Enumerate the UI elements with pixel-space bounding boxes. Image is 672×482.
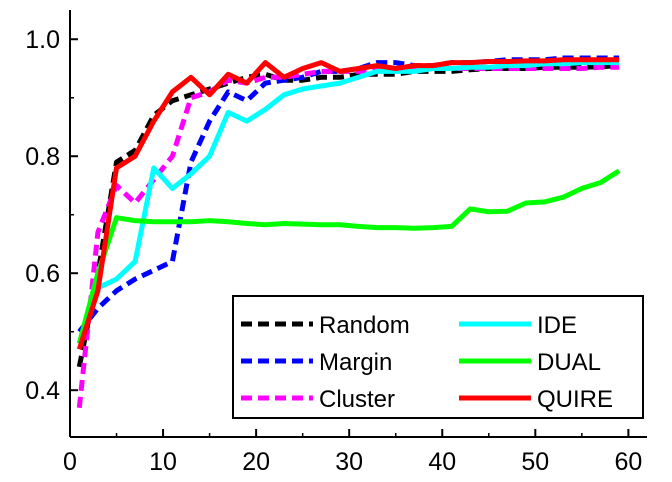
series-line-ide xyxy=(76,60,620,345)
series-line-margin xyxy=(77,55,620,334)
plot-area xyxy=(76,55,621,409)
axes: 0.4 0.6 0.8 1.0 0 10 20 30 40 50 60 xyxy=(25,10,647,476)
legend-label-quire: QUIRE xyxy=(537,386,613,413)
x-tick-label: 30 xyxy=(335,448,363,476)
x-tick-label: 60 xyxy=(614,448,642,476)
y-tick-label: 0.8 xyxy=(25,143,60,171)
y-tick-label: 0.4 xyxy=(25,377,60,405)
x-tick-label: 50 xyxy=(521,448,549,476)
x-tick-label: 40 xyxy=(428,448,456,476)
series-line-dual xyxy=(76,168,621,345)
legend-label-random: Random xyxy=(319,312,410,339)
x-tick-label: 20 xyxy=(242,448,270,476)
legend-label-cluster: Cluster xyxy=(319,386,395,413)
legend-label-margin: Margin xyxy=(319,349,392,376)
y-tick-label: 0.6 xyxy=(25,260,60,288)
x-tick-label: 0 xyxy=(63,448,77,476)
legend: Random Margin Cluster IDE DUAL QUIRE xyxy=(232,295,644,419)
x-tick-label: 10 xyxy=(149,448,177,476)
series-line-quire xyxy=(76,57,620,351)
y-tick-label: 1.0 xyxy=(25,26,60,54)
legend-label-ide: IDE xyxy=(537,312,577,339)
legend-label-dual: DUAL xyxy=(537,349,601,376)
